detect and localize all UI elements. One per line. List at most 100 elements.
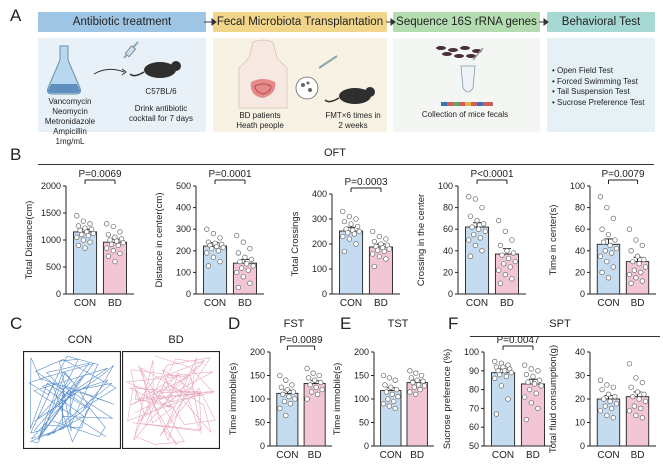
test-item-0: • Open Field Test: [552, 66, 613, 75]
data-point-0-1-14: [105, 253, 112, 259]
y-tick-label-2-3: 300: [312, 214, 327, 224]
data-point-7-0-14: [493, 411, 500, 417]
data-point-6-0-5: [393, 386, 400, 393]
x-tick-label-1-1: BD: [238, 298, 252, 309]
data-point-2-1-13: [383, 256, 389, 262]
antibiotic-list: Vancomycin Neomycin Metronidazole Ampici…: [40, 97, 100, 147]
p-value-1: P=0.0001: [208, 169, 252, 180]
data-point-8-0-0: [597, 377, 604, 383]
data-point-2-0-5: [354, 223, 361, 230]
data-point-4-0-6: [601, 239, 607, 245]
data-point-4-0-0: [597, 194, 604, 200]
data-point-1-0-1: [210, 230, 217, 237]
data-point-3-1-5: [510, 250, 517, 256]
drink-text-0: Drink antibiotic: [134, 104, 188, 113]
data-point-2-0-4: [348, 221, 354, 227]
bar-chart-3: 0 20 40 60 80 100 Crossing in the center CON BD P…: [416, 169, 526, 309]
data-point-5-0-5: [290, 389, 297, 395]
bar-4-0: [596, 243, 621, 295]
y-tick-label-8-1: 10: [575, 418, 585, 428]
data-point-8-0-11: [597, 408, 604, 414]
stage-sequence-label: Sequence 16S rRNA genes: [396, 16, 537, 28]
mouse-icon: [129, 61, 181, 78]
data-point-8-0-8: [613, 401, 620, 407]
y-axis-label-7: Sucrose preference (%): [442, 349, 453, 449]
data-point-6-0-3: [382, 382, 388, 388]
y-tick-label-0-1: 500: [46, 262, 61, 272]
y-tick-label-5-1: 50: [255, 418, 265, 428]
y-axis-label-4: Time in center(s): [548, 205, 559, 276]
y-tick-label-5-4: 200: [250, 347, 265, 357]
data-point-2-1-8: [386, 246, 392, 252]
data-point-5-0-2: [289, 382, 295, 388]
bar-7-1: [520, 383, 545, 447]
data-point-1-1-6: [237, 258, 243, 265]
y-tick-label-7-5: 100: [464, 347, 479, 357]
data-point-7-1-0: [522, 362, 528, 368]
y-axis-label-3: Crossing in the center: [416, 194, 427, 286]
data-point-1-1-8: [250, 263, 256, 269]
data-point-5-0-8: [292, 396, 298, 402]
data-point-7-0-11: [492, 375, 498, 381]
p-value-7: P=0.0047: [496, 335, 540, 346]
data-point-1-0-12: [210, 254, 217, 260]
data-point-1-1-7: [243, 261, 250, 267]
data-point-3-0-4: [474, 217, 480, 224]
data-point-7-1-2: [535, 368, 541, 374]
panel-label-d: D: [228, 314, 241, 333]
stage-behavior-label: Behavioral Test: [561, 16, 641, 28]
data-point-4-1-11: [626, 271, 633, 278]
data-point-1-0-14: [205, 263, 212, 269]
test-item-2: • Tail Suspension Test: [552, 87, 630, 96]
data-point-0-1-12: [110, 248, 116, 254]
c-bd-label: BD: [168, 334, 184, 346]
data-point-3-0-9: [471, 231, 477, 238]
syringe-icon: [123, 41, 139, 59]
data-point-5-0-9: [281, 398, 287, 405]
data-point-1-1-11: [234, 269, 240, 276]
data-point-2-0-11: [340, 233, 346, 240]
bar-chart-2: 0 100 200 300 400 Total Crossings CON BD P=0.000…: [290, 177, 400, 309]
data-point-3-1-11: [496, 267, 502, 273]
y-tick-label-6-4: 200: [354, 347, 369, 357]
data-point-0-0-9: [79, 231, 85, 238]
y-axis-label-0: Total Distance(cm): [24, 201, 35, 280]
y-axis-label-6: Time immobile(s): [332, 363, 343, 435]
data-point-0-0-1: [80, 218, 87, 224]
trajectory-con: [23, 351, 121, 449]
bar-chart-4: 0 20 40 60 80 100 Time in center(s) CON BD P=0.00…: [548, 169, 656, 309]
feces-icon: [436, 46, 482, 58]
y-tick-label-4-3: 60: [575, 224, 585, 234]
x-tick-label-0-0: CON: [74, 298, 96, 309]
y-axis-label-8: Total fluid consumption(g): [548, 345, 559, 453]
x-tick-label-7-1: BD: [526, 450, 540, 461]
data-point-2-0-1: [346, 213, 353, 220]
human-body-icon: [238, 39, 288, 109]
data-point-5-0-11: [277, 405, 283, 412]
data-point-5-1-2: [316, 372, 322, 379]
data-point-6-1-1: [413, 370, 419, 376]
data-point-8-0-10: [609, 405, 615, 412]
data-point-5-1-1: [310, 370, 316, 376]
data-point-1-1-14: [235, 284, 242, 291]
data-point-5-1-6: [307, 382, 313, 388]
data-point-8-0-7: [607, 398, 613, 405]
y-tick-label-4-0: 0: [580, 289, 585, 299]
y-tick-label-8-4: 40: [575, 347, 585, 357]
panel-label-e: E: [340, 314, 352, 333]
data-point-1-1-2: [247, 245, 253, 252]
data-point-5-1-5: [318, 379, 324, 386]
data-point-3-0-14: [467, 253, 474, 259]
data-point-0-0-0: [74, 213, 80, 219]
data-point-7-0-9: [497, 371, 503, 378]
data-point-8-0-6: [601, 396, 607, 402]
data-point-3-0-3: [467, 213, 474, 219]
data-point-5-1-4: [311, 377, 318, 383]
data-point-2-0-0: [340, 208, 346, 215]
y-tick-label-3-5: 100: [438, 181, 453, 191]
data-point-5-0-7: [286, 394, 292, 400]
fmt-text: FMT×6 times in 2 weeks: [318, 111, 388, 131]
data-point-6-0-9: [385, 396, 391, 402]
data-point-4-1-1: [633, 237, 639, 243]
data-point-5-1-9: [308, 389, 315, 395]
